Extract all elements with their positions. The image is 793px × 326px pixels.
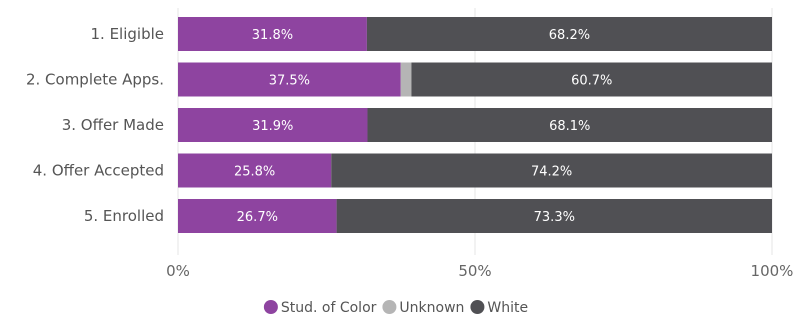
bar-segment-stud-of-color[interactable]: [178, 199, 337, 233]
legend-item[interactable]: White: [470, 300, 528, 316]
category-label: 2. Complete Apps.: [26, 71, 164, 89]
bar-segment-stud-of-color[interactable]: [178, 153, 332, 188]
category-label: 1. Eligible: [91, 25, 165, 43]
x-tick-label: 100%: [751, 262, 793, 280]
bar-segment-white[interactable]: [411, 62, 772, 97]
data-label: 25.8%: [234, 165, 275, 180]
bar-segment-stud-of-color[interactable]: [178, 62, 401, 97]
legend-label: White: [487, 300, 528, 316]
bar-segment-white[interactable]: [366, 17, 772, 51]
legend-marker: [470, 300, 485, 314]
x-axis-ticks: 0% 50% 100%: [166, 262, 793, 280]
legend-label: Stud. of Color: [281, 300, 377, 316]
data-label: 37.5%: [269, 74, 310, 89]
category-label: 3. Offer Made: [62, 116, 164, 134]
bar-segment-white[interactable]: [367, 108, 772, 142]
bar-segment-white[interactable]: [336, 199, 772, 233]
legend-item[interactable]: Stud. of Color: [263, 300, 377, 316]
data-label: 31.9%: [252, 119, 293, 134]
legend-label: Unknown: [399, 300, 464, 316]
data-label: 68.1%: [549, 119, 590, 134]
data-label: 73.3%: [534, 210, 575, 225]
bar-segment-stud-of-color[interactable]: [178, 108, 368, 142]
bar-segment-stud-of-color[interactable]: [178, 17, 367, 51]
category-label: 4. Offer Accepted: [33, 162, 164, 180]
legend-marker: [382, 300, 397, 314]
bar-segment-unknown[interactable]: [400, 62, 412, 97]
x-tick-label: 0%: [166, 262, 190, 280]
data-label: 60.7%: [571, 74, 612, 89]
x-tick-label: 50%: [458, 262, 491, 280]
legend: Stud. of Color Unknown White: [263, 300, 528, 316]
data-label: 74.2%: [531, 165, 572, 180]
legend-marker: [263, 300, 278, 314]
legend-item[interactable]: Unknown: [382, 300, 464, 316]
category-label: 5. Enrolled: [84, 207, 164, 225]
data-label: 26.7%: [237, 210, 278, 225]
category-labels: 1. Eligible 2. Complete Apps. 3. Offer Mad…: [26, 25, 164, 225]
data-label: 31.8%: [252, 28, 293, 43]
data-label: 68.2%: [549, 28, 590, 43]
bar-segment-white[interactable]: [331, 153, 772, 188]
bars: 31.8% 68.2% 37.5% 60.7% 31.9% 68.1% 25.8% 74.2%…: [178, 17, 772, 233]
